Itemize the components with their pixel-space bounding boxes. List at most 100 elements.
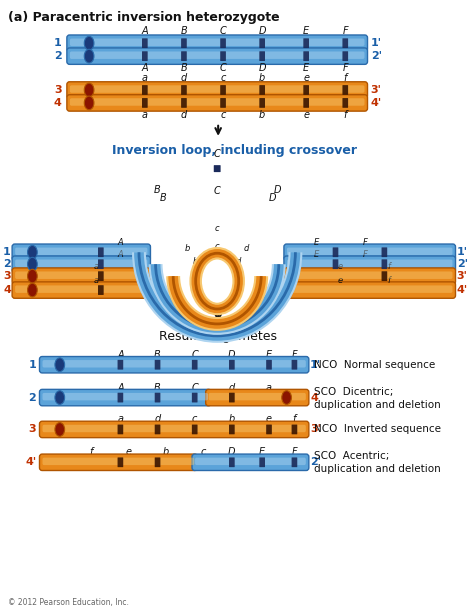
FancyBboxPatch shape (43, 458, 194, 465)
Text: 1': 1' (371, 38, 382, 48)
FancyBboxPatch shape (118, 360, 123, 370)
Text: F: F (292, 447, 297, 457)
Text: F: F (342, 63, 348, 73)
FancyBboxPatch shape (98, 285, 104, 295)
Ellipse shape (55, 391, 64, 404)
Ellipse shape (84, 83, 94, 97)
FancyBboxPatch shape (292, 425, 297, 434)
FancyBboxPatch shape (287, 247, 453, 255)
FancyBboxPatch shape (15, 247, 147, 255)
Text: SCO  Acentric;: SCO Acentric; (314, 452, 389, 461)
Text: F: F (363, 250, 367, 258)
FancyBboxPatch shape (292, 360, 297, 370)
Text: D: D (228, 447, 236, 457)
Ellipse shape (27, 269, 37, 283)
FancyBboxPatch shape (259, 51, 265, 61)
FancyBboxPatch shape (98, 259, 104, 269)
Text: C: C (219, 63, 227, 73)
Text: c: c (201, 447, 206, 457)
Text: B: B (154, 349, 161, 360)
Text: E: E (303, 26, 309, 36)
Text: F: F (292, 349, 297, 360)
Text: A: A (117, 382, 124, 393)
Text: 2: 2 (3, 259, 11, 269)
FancyBboxPatch shape (70, 86, 365, 93)
FancyBboxPatch shape (287, 260, 453, 267)
Text: 1: 1 (54, 38, 62, 48)
FancyBboxPatch shape (284, 282, 456, 298)
Text: c: c (192, 414, 197, 425)
FancyBboxPatch shape (155, 393, 160, 403)
FancyBboxPatch shape (15, 271, 147, 279)
FancyBboxPatch shape (333, 259, 338, 269)
FancyBboxPatch shape (209, 393, 306, 400)
Text: 2': 2' (457, 259, 468, 269)
FancyBboxPatch shape (259, 38, 265, 48)
Text: C: C (191, 382, 198, 393)
FancyBboxPatch shape (118, 393, 123, 403)
Text: d: d (155, 414, 161, 425)
FancyBboxPatch shape (342, 85, 348, 95)
Text: f: f (90, 447, 93, 457)
Text: 2: 2 (28, 393, 36, 403)
Text: B: B (159, 193, 166, 203)
FancyBboxPatch shape (12, 244, 150, 260)
Text: e: e (303, 110, 309, 120)
FancyBboxPatch shape (284, 268, 456, 284)
FancyBboxPatch shape (155, 458, 160, 467)
FancyBboxPatch shape (342, 38, 348, 48)
Text: Resultant gametes: Resultant gametes (159, 330, 277, 343)
FancyBboxPatch shape (142, 38, 148, 48)
FancyBboxPatch shape (155, 425, 160, 434)
Text: 4': 4' (457, 285, 468, 295)
Text: (a) Paracentric inversion heterozygote: (a) Paracentric inversion heterozygote (8, 12, 280, 24)
FancyBboxPatch shape (39, 356, 309, 373)
Text: e: e (266, 414, 272, 425)
FancyBboxPatch shape (303, 38, 309, 48)
FancyBboxPatch shape (39, 421, 309, 437)
Text: C: C (214, 186, 220, 197)
FancyBboxPatch shape (142, 98, 148, 108)
FancyBboxPatch shape (292, 458, 297, 467)
Text: 3': 3' (310, 425, 321, 434)
FancyBboxPatch shape (70, 98, 365, 106)
FancyBboxPatch shape (15, 285, 147, 293)
Text: 3: 3 (29, 425, 36, 434)
FancyBboxPatch shape (195, 458, 306, 465)
Text: SCO  Dicentric;: SCO Dicentric; (314, 387, 393, 397)
Text: A: A (117, 349, 124, 360)
Text: E: E (313, 238, 319, 247)
Text: C: C (219, 26, 227, 36)
Text: A: A (118, 250, 123, 258)
Text: a: a (142, 110, 148, 120)
Ellipse shape (84, 36, 94, 50)
Text: c: c (220, 110, 226, 120)
Text: B: B (154, 185, 160, 195)
Text: A: A (142, 63, 148, 73)
Text: c: c (215, 242, 219, 251)
Text: f: f (344, 73, 347, 83)
FancyBboxPatch shape (220, 98, 226, 108)
Text: NCO  Inverted sequence: NCO Inverted sequence (314, 425, 441, 434)
Text: 2': 2' (310, 457, 321, 467)
Text: © 2012 Pearson Education, Inc.: © 2012 Pearson Education, Inc. (8, 598, 129, 607)
FancyBboxPatch shape (70, 38, 365, 46)
FancyBboxPatch shape (342, 51, 348, 61)
FancyBboxPatch shape (12, 268, 150, 284)
Text: 2: 2 (54, 51, 62, 61)
FancyBboxPatch shape (12, 256, 150, 273)
Ellipse shape (27, 284, 37, 297)
Text: B: B (181, 63, 187, 73)
FancyBboxPatch shape (382, 271, 387, 281)
Text: 3': 3' (371, 85, 382, 95)
FancyBboxPatch shape (181, 85, 187, 95)
Text: b: b (185, 244, 191, 253)
FancyBboxPatch shape (192, 425, 198, 434)
Text: d: d (229, 382, 235, 393)
Text: C: C (214, 148, 220, 159)
FancyBboxPatch shape (181, 98, 187, 108)
Text: E: E (313, 250, 319, 258)
FancyBboxPatch shape (118, 425, 123, 434)
Text: e: e (125, 447, 131, 457)
Text: 4': 4' (371, 98, 382, 108)
